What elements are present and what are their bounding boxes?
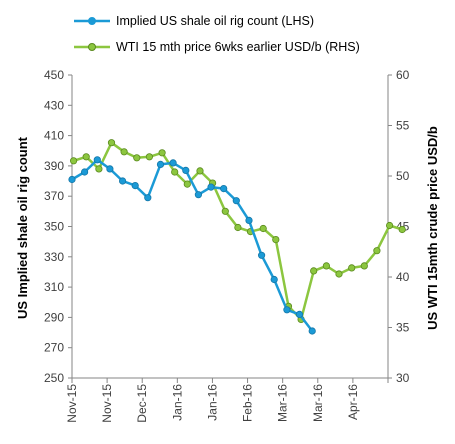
left-y-ticks: 250 270 290 310 330 350 370 390 410 430 450 (44, 68, 72, 385)
series-1 (70, 139, 406, 323)
data-point (70, 157, 78, 165)
x-tick-label: Dec-15 (135, 384, 149, 423)
data-point (106, 165, 114, 173)
left-tick-label: 450 (44, 68, 64, 82)
right-tick-label: 30 (396, 371, 410, 385)
right-tick-label: 50 (396, 169, 410, 183)
data-point (360, 262, 368, 270)
left-tick-label: 390 (44, 159, 64, 173)
data-point (131, 182, 139, 190)
data-point (95, 165, 103, 173)
data-point (385, 221, 394, 230)
legend-label-rig-count: Implied US shale oil rig count (LHS) (116, 14, 314, 28)
data-point (295, 310, 304, 318)
legend: Implied US shale oil rig count (LHS) WTI… (74, 14, 360, 54)
left-tick-label: 290 (44, 310, 64, 324)
right-tick-label: 35 (396, 321, 410, 335)
left-tick-label: 270 (44, 341, 64, 355)
left-tick-label: 310 (44, 280, 64, 294)
left-tick-label: 430 (44, 98, 64, 112)
x-tick-label: Jan-16 (205, 384, 219, 421)
x-tick-label: Feb-16 (241, 384, 255, 422)
data-point (169, 159, 177, 167)
data-point (171, 168, 179, 176)
legend-label-wti: WTI 15 mth price 6wks earlier USD/b (RHS… (116, 40, 360, 54)
data-point (145, 153, 153, 161)
x-tick-label: Nov-15 (100, 384, 114, 423)
data-point (93, 156, 101, 164)
data-point (119, 177, 127, 185)
data-point (120, 148, 128, 156)
data-point (182, 166, 190, 174)
legend-marker-wti (88, 43, 96, 51)
data-point (259, 224, 267, 233)
left-tick-label: 350 (44, 220, 64, 234)
data-point (158, 149, 166, 157)
series-0 (68, 156, 316, 335)
x-ticks: Nov-15 Nov-15 Dec-15 Jan-16 Jan-16 Feb-16 Mar-… (65, 378, 389, 423)
right-tick-label: 40 (396, 270, 410, 284)
series-layer (68, 139, 406, 335)
left-tick-label: 410 (44, 129, 64, 143)
data-point (194, 191, 202, 199)
left-tick-label: 250 (44, 371, 64, 385)
data-point (398, 225, 406, 234)
right-tick-label: 60 (396, 68, 410, 82)
data-point (310, 267, 318, 275)
data-point (133, 154, 141, 162)
data-point (196, 167, 204, 175)
data-point (207, 183, 215, 191)
data-point (232, 197, 240, 205)
data-point (245, 216, 253, 224)
data-point (308, 327, 316, 335)
data-point (221, 207, 229, 215)
x-tick-label: Mar-16 (276, 384, 290, 422)
legend-marker-rig-count (88, 17, 96, 25)
data-point (68, 175, 76, 184)
right-axis-title: US WTI 15mth crude price USD/b (425, 126, 440, 330)
data-point (348, 264, 356, 272)
x-tick-label: Apr-16 (346, 384, 360, 420)
data-point (220, 185, 228, 193)
data-point (107, 139, 116, 147)
data-point (81, 168, 89, 176)
left-tick-label: 330 (44, 250, 64, 264)
x-tick-label: Jan-16 (170, 384, 184, 421)
data-point (257, 251, 266, 259)
data-point (82, 153, 90, 161)
data-point (373, 247, 381, 255)
data-point (270, 275, 278, 284)
data-point (183, 180, 191, 188)
data-point (234, 223, 242, 232)
data-point (156, 160, 165, 168)
axes (71, 75, 389, 379)
data-point (283, 306, 291, 314)
right-tick-label: 55 (396, 119, 410, 133)
left-axis-title: US Implied shale oil rig count (15, 136, 30, 319)
x-tick-label: Nov-15 (65, 384, 79, 423)
data-point (322, 262, 330, 270)
x-tick-label: Mar-16 (311, 384, 325, 422)
data-point (144, 194, 152, 202)
data-point (335, 270, 343, 278)
data-point (272, 236, 280, 244)
left-tick-label: 370 (44, 189, 64, 203)
